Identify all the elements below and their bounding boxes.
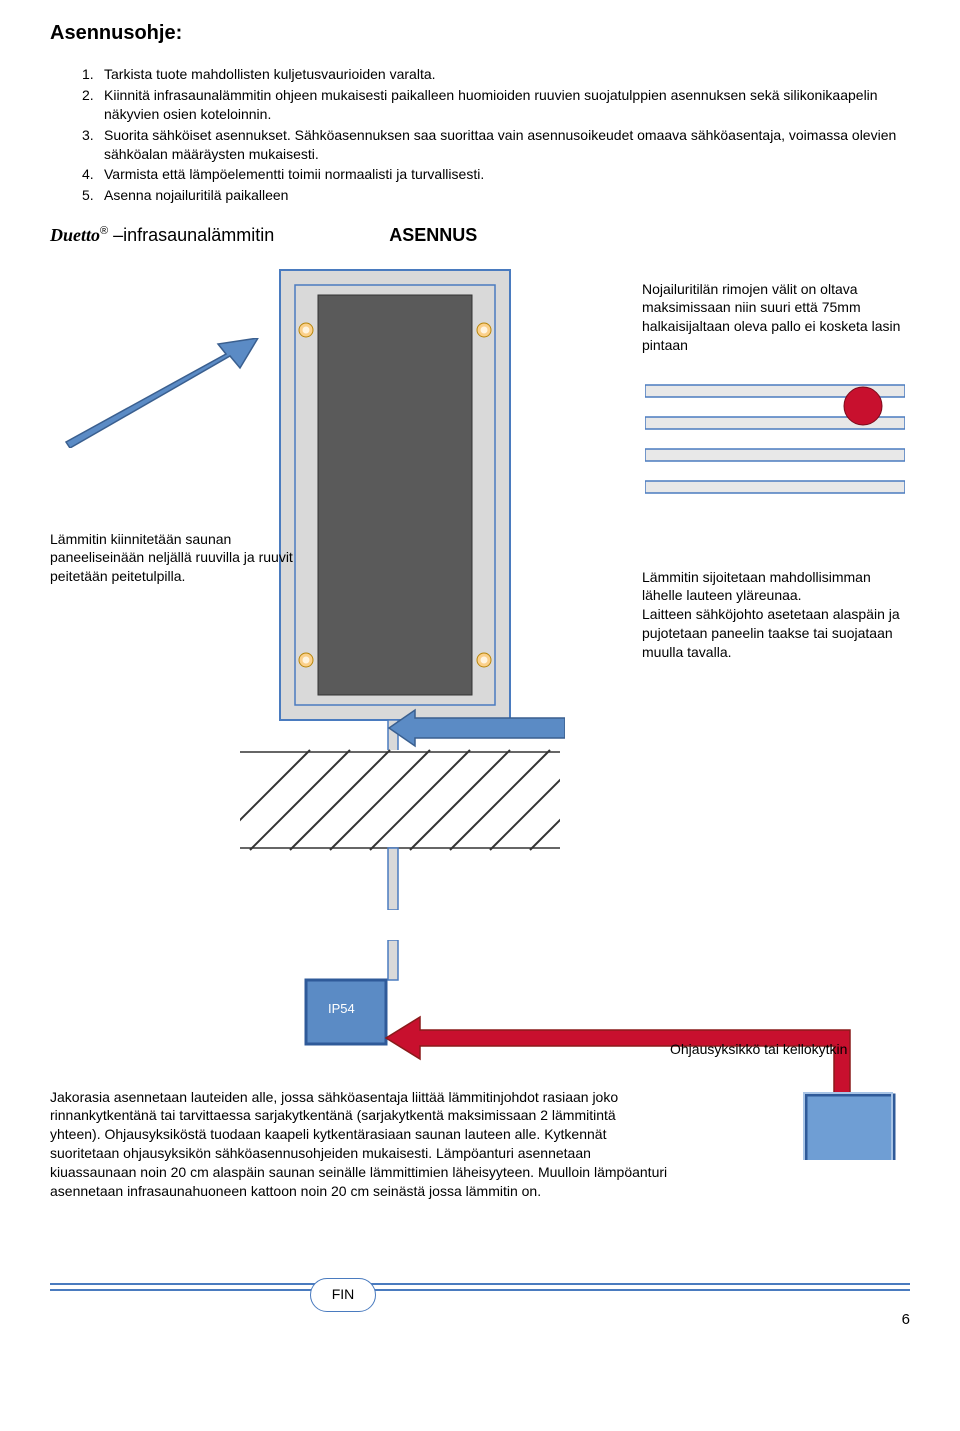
list-item: 3.Suorita sähköiset asennukset. Sähköase… xyxy=(82,126,910,164)
trademark-icon: ® xyxy=(100,225,108,237)
fin-text: FIN xyxy=(332,1285,355,1304)
footer-divider xyxy=(50,1270,910,1310)
list-text: Kiinnitä infrasaunalämmitin ohjeen mukai… xyxy=(104,86,910,124)
footer-paragraph: Jakorasia asennetaan lauteiden alle, jos… xyxy=(50,1088,670,1201)
caption-line: Lämmitin sijoitetaan mahdollisimman lähe… xyxy=(642,568,902,606)
caption-left: Lämmitin kiinnitetään saunan paneelisein… xyxy=(50,530,300,587)
ip54-label: IP54 xyxy=(328,1000,355,1018)
instruction-list: 1.Tarkista tuote mahdollisten kuljetusva… xyxy=(82,65,910,205)
caption-right: Lämmitin sijoitetaan mahdollisimman lähe… xyxy=(642,568,902,662)
product-name: Duetto xyxy=(50,225,100,245)
list-item: 2.Kiinnitä infrasaunalämmitin ohjeen muk… xyxy=(82,86,910,124)
list-text: Suorita sähköiset asennukset. Sähköasenn… xyxy=(104,126,910,164)
caption-line: Laitteen sähköjohto asetetaan alaspäin j… xyxy=(642,605,902,662)
product-suffix: –infrasaunalämmitin xyxy=(108,225,274,245)
caption-rimat: Nojailuritilän rimojen välit on oltava m… xyxy=(642,280,902,356)
list-num: 2. xyxy=(82,86,104,124)
arrow-to-wire-icon xyxy=(385,708,565,748)
arrow-to-screw-icon xyxy=(60,338,270,448)
list-item: 4.Varmista että lämpöelementti toimii no… xyxy=(82,165,910,184)
fin-badge: FIN xyxy=(310,1278,376,1312)
list-num: 1. xyxy=(82,65,104,84)
boards-diagram xyxy=(645,375,905,495)
page-number: 6 xyxy=(902,1310,910,1330)
product-subtitle: Duetto® –infrasaunalämmitin ASENNUS xyxy=(50,223,910,247)
list-item: 1.Tarkista tuote mahdollisten kuljetusva… xyxy=(82,65,910,84)
asennus-label: ASENNUS xyxy=(389,225,477,245)
page-title: Asennusohje: xyxy=(50,20,910,47)
control-unit-label: Ohjausyksikkö tai kellokytkin xyxy=(670,1040,870,1059)
bench-hatch xyxy=(240,750,560,850)
list-item: 5.Asenna nojailuritilä paikalleen xyxy=(82,186,910,205)
list-text: Asenna nojailuritilä paikalleen xyxy=(104,186,288,205)
list-text: Varmista että lämpöelementti toimii norm… xyxy=(104,165,484,184)
list-num: 5. xyxy=(82,186,104,205)
list-text: Tarkista tuote mahdollisten kuljetusvaur… xyxy=(104,65,436,84)
list-num: 4. xyxy=(82,165,104,184)
list-num: 3. xyxy=(82,126,104,164)
diagram-area: Nojailuritilän rimojen välit on oltava m… xyxy=(50,260,910,1340)
